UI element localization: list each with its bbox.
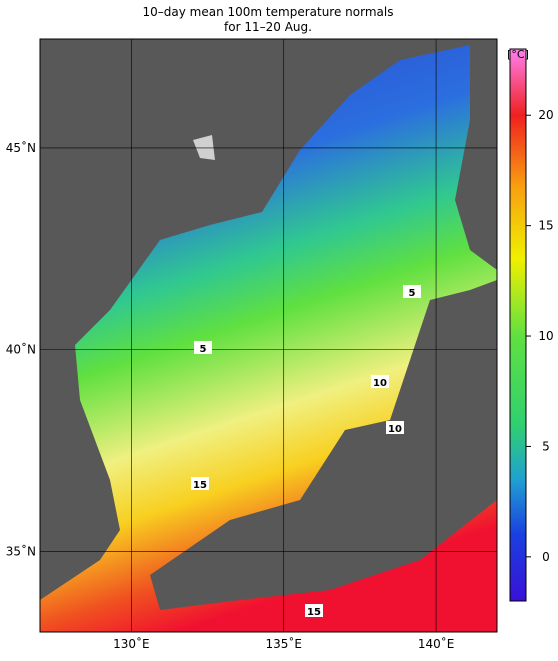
lon-label: 135˚E	[265, 636, 302, 651]
title-line: for 11–20 Aug.	[224, 20, 312, 34]
colorbar-tick-label: 5	[542, 439, 550, 453]
lon-label: 140˚E	[418, 636, 455, 651]
lon-label: 130˚E	[113, 636, 150, 651]
colorbar-tick-label: 20	[538, 108, 553, 122]
contour-label-box	[371, 375, 389, 388]
contour-label-box	[386, 421, 404, 434]
contour-label: 15	[307, 607, 321, 618]
graticule	[40, 39, 497, 632]
lat-label: 40˚N	[6, 342, 36, 357]
contour-label: 10	[388, 424, 402, 435]
japan-land	[150, 280, 497, 610]
contour-label-box	[194, 341, 212, 354]
contour-label-box	[403, 285, 421, 298]
contour-label: 10	[373, 378, 387, 389]
contour-label-box	[305, 604, 323, 617]
colorbar-unit: [°C]	[507, 48, 529, 61]
colorbar-tick-label: 15	[538, 219, 553, 233]
map-area	[40, 39, 497, 632]
colorbar	[509, 48, 527, 602]
island	[193, 135, 215, 160]
contour-label-box	[191, 477, 209, 490]
contour-label: 5	[200, 344, 207, 355]
title-line: 10–day mean 100m temperature normals	[143, 5, 394, 19]
lat-label: 35˚N	[6, 543, 36, 558]
map-frame	[39, 38, 498, 633]
contour-label: 5	[409, 288, 416, 299]
lat-label: 45˚N	[6, 140, 36, 155]
colorbar-tick-label: 10	[538, 329, 553, 343]
contour-label: 15	[193, 480, 207, 491]
colorbar-tick-label: 0	[542, 550, 550, 564]
hokkaido-land	[455, 40, 497, 270]
